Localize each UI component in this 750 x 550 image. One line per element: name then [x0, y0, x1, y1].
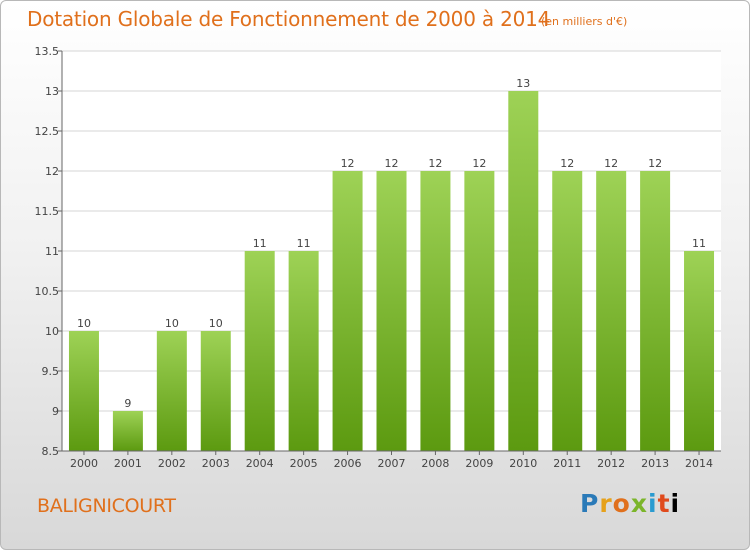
y-tick-label: 9	[52, 405, 59, 418]
x-axis-ticks: 2000 2001 2002 2003 2004 2005 2006 2007 2008 2009…	[70, 451, 713, 470]
proxiti-logo: Proxiti	[580, 489, 681, 518]
x-tick-label: 2008	[421, 457, 449, 470]
data-label: 11	[692, 237, 706, 250]
x-tick-label: 2013	[641, 457, 669, 470]
bar	[508, 91, 539, 451]
bar	[420, 171, 451, 451]
bar	[200, 331, 231, 451]
data-label: 12	[560, 157, 574, 170]
x-tick-label: 2004	[246, 457, 274, 470]
y-tick-label: 12	[45, 165, 59, 178]
x-tick-label: 2000	[70, 457, 98, 470]
data-label: 11	[253, 237, 267, 250]
chart-unit: (en milliers d'€)	[541, 15, 628, 28]
y-axis-ticks: 8.5 9 9.5 10 10.5 11 11.5 12 12.5 13 13.5	[35, 45, 62, 458]
x-tick-label: 2009	[465, 457, 493, 470]
y-tick-label: 10	[45, 325, 59, 338]
data-label: 12	[428, 157, 442, 170]
x-tick-label: 2011	[553, 457, 581, 470]
y-tick-label: 11	[45, 245, 59, 258]
x-tick-label: 2005	[290, 457, 318, 470]
y-tick-label: 8.5	[42, 445, 60, 458]
bar	[640, 171, 671, 451]
data-label: 9	[124, 397, 131, 410]
bar	[376, 171, 407, 451]
x-tick-label: 2007	[378, 457, 406, 470]
data-label: 12	[604, 157, 618, 170]
y-tick-label: 9.5	[42, 365, 60, 378]
y-tick-label: 12.5	[35, 125, 60, 138]
commune-name: BALIGNICOURT	[37, 495, 176, 517]
x-tick-label: 2014	[685, 457, 713, 470]
bar	[288, 251, 319, 451]
y-tick-label: 13.5	[35, 45, 60, 58]
x-tick-label: 2001	[114, 457, 142, 470]
bar	[112, 411, 143, 451]
data-label: 12	[341, 157, 355, 170]
y-tick-label: 11.5	[35, 205, 60, 218]
x-tick-label: 2006	[334, 457, 362, 470]
data-label: 12	[385, 157, 399, 170]
data-label: 12	[648, 157, 662, 170]
data-label: 10	[165, 317, 179, 330]
bar	[68, 331, 99, 451]
bar	[156, 331, 187, 451]
data-label: 11	[297, 237, 311, 250]
data-label: 10	[77, 317, 91, 330]
bar	[552, 171, 583, 451]
bar	[684, 251, 715, 451]
x-tick-label: 2002	[158, 457, 186, 470]
x-tick-label: 2012	[597, 457, 625, 470]
bar	[596, 171, 627, 451]
bar	[464, 171, 495, 451]
y-tick-label: 10.5	[35, 285, 60, 298]
bar	[332, 171, 363, 451]
x-tick-label: 2010	[509, 457, 537, 470]
chart-title: Dotation Globale de Fonctionnement de 20…	[27, 7, 551, 31]
data-labels: 10 9 10 10 11 11 12 12 12 12 13 12 12 12 11	[77, 77, 706, 410]
bar	[244, 251, 275, 451]
bars	[68, 91, 715, 451]
x-tick-label: 2003	[202, 457, 230, 470]
data-label: 10	[209, 317, 223, 330]
y-tick-label: 13	[45, 85, 59, 98]
data-label: 12	[472, 157, 486, 170]
data-label: 13	[516, 77, 530, 90]
